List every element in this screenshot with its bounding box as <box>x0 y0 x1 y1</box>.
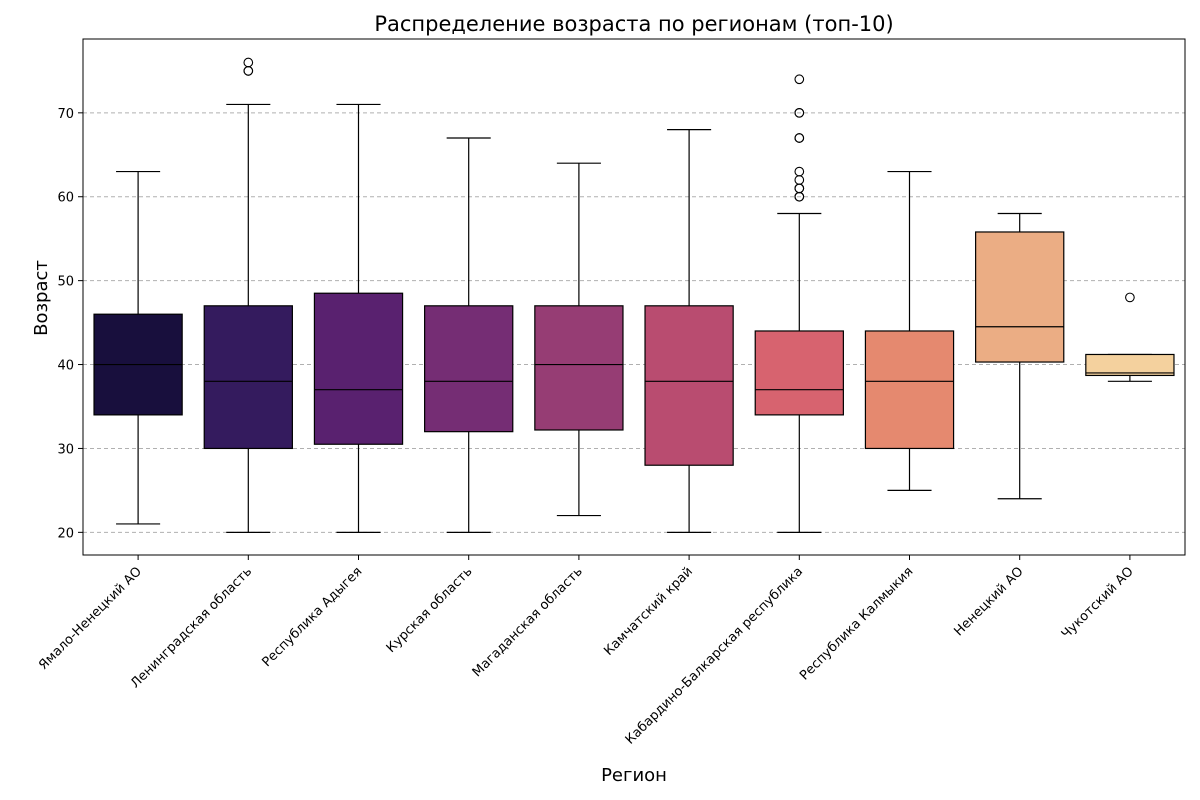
x-tick-label: Чукотский АО <box>1059 564 1137 642</box>
box-group <box>975 212 1065 500</box>
box-group <box>754 74 844 533</box>
y-axis-label: Возраст <box>31 260 52 336</box>
outlier-point <box>794 183 805 194</box>
y-tick-label: 20 <box>57 526 74 541</box>
outlier-point <box>243 66 254 76</box>
boxes-layer <box>93 57 1175 533</box>
y-tick-label: 50 <box>57 275 74 290</box>
y-tick-label: 40 <box>57 359 74 374</box>
box-group <box>93 170 183 525</box>
box-group <box>644 129 734 533</box>
outlier-point <box>794 107 805 118</box>
box <box>534 305 624 431</box>
box <box>975 231 1065 363</box>
chart-title: Распределение возраста по регионам (топ-… <box>374 12 893 36</box>
box <box>754 330 844 416</box>
x-tick-label: Республика Адыгея <box>259 564 365 670</box>
y-tick-label: 60 <box>57 191 74 206</box>
box <box>864 330 955 450</box>
box <box>644 305 734 466</box>
y-ticks: 20 30 40 50 60 70 <box>57 107 83 541</box>
x-tick-label: Кабардино-Балкарская республика <box>623 564 806 747</box>
box-group <box>1085 292 1175 382</box>
outlier-point <box>794 133 805 143</box>
box <box>424 305 514 433</box>
box-group <box>864 170 955 491</box>
x-tick-label: Ленинградская область <box>128 564 255 691</box>
box-group <box>424 137 514 533</box>
outlier-point <box>794 166 805 177</box>
outlier-point <box>1125 292 1135 303</box>
x-axis-label: Регион <box>601 765 667 786</box>
box <box>1085 353 1175 377</box>
outlier-point <box>794 74 805 85</box>
box-group <box>203 57 293 533</box>
x-tick-label: Ямало-Ненецкий АО <box>36 564 145 673</box>
x-tick-label: Республика Калмыкия <box>797 564 916 683</box>
outlier-point <box>794 175 805 185</box>
box <box>203 305 293 450</box>
y-tick-label: 70 <box>57 107 74 122</box>
y-tick-label: 30 <box>57 442 74 457</box>
x-tick-label: Курская область <box>384 564 476 656</box>
x-tick-label: Ненецкий АО <box>951 564 1026 639</box>
plot-frame <box>82 38 1186 556</box>
box <box>313 292 404 445</box>
box-group <box>534 162 624 517</box>
x-tick-label: Магаданская область <box>470 564 586 680</box>
box-group <box>313 103 404 533</box>
outlier-point <box>243 57 254 68</box>
x-tick-label: Камчатский край <box>601 564 696 659</box>
